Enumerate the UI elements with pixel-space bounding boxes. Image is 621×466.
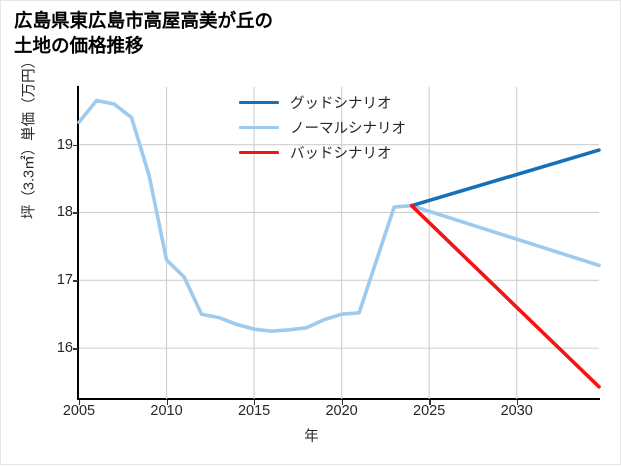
x-tick-label: 2020 xyxy=(325,403,358,419)
x-tick-mark xyxy=(254,400,256,405)
legend-item-label: バッドシナリオ xyxy=(290,146,392,162)
chart-title: 広島県東広島市高屋高美が丘の 土地の価格推移 xyxy=(14,10,274,56)
gridlines xyxy=(79,87,599,399)
x-tick-label: 2005 xyxy=(62,403,96,419)
y-tick-label: 19 xyxy=(56,136,73,153)
legend-color-swatch xyxy=(239,150,279,155)
series-lines xyxy=(77,98,601,389)
x-tick-label: 2025 xyxy=(413,403,446,419)
x-axis-title: 年 xyxy=(304,429,319,445)
x-tick-mark xyxy=(79,400,81,405)
legend-item[interactable]: バッドシナリオ xyxy=(239,140,459,165)
legend-item[interactable]: ノーマルシナリオ xyxy=(239,115,459,140)
x-tick-label: 2015 xyxy=(237,403,271,419)
x-tick-mark xyxy=(166,400,168,405)
plot-svg xyxy=(77,87,601,399)
y-tick-label: 17 xyxy=(56,272,73,289)
legend-color-swatch xyxy=(239,100,279,105)
y-tick-mark xyxy=(73,280,78,282)
legend-item-label: グッドシナリオ xyxy=(290,96,392,112)
x-tick-label: 2030 xyxy=(500,403,533,419)
series-line xyxy=(409,203,601,389)
y-tick-label: 16 xyxy=(56,340,73,357)
x-tick-mark xyxy=(516,400,519,405)
series-line xyxy=(409,148,601,208)
y-tick-label: 18 xyxy=(56,204,73,221)
y-tick-mark xyxy=(73,144,78,147)
y-axis-tick-labels: 16 17 18 19 xyxy=(35,1,73,466)
chart-legend: グッドシナリオ ノーマルシナリオ バッドシナリオ xyxy=(239,90,459,165)
legend-item-label: ノーマルシナリオ xyxy=(290,121,406,137)
x-axis-spine xyxy=(77,398,600,401)
legend-item[interactable]: グッドシナリオ xyxy=(239,90,459,115)
x-tick-label: 2010 xyxy=(150,403,183,419)
y-tick-mark xyxy=(73,348,78,350)
x-tick-mark xyxy=(341,400,344,405)
y-axis-title: 坪（3.3㎡）単価（万円） xyxy=(21,53,38,220)
y-tick-mark xyxy=(73,212,78,214)
x-tick-mark xyxy=(429,400,431,405)
y-axis-spine xyxy=(77,86,80,400)
legend-color-swatch xyxy=(239,125,279,130)
series-line xyxy=(77,98,601,333)
plot-area xyxy=(77,87,601,399)
